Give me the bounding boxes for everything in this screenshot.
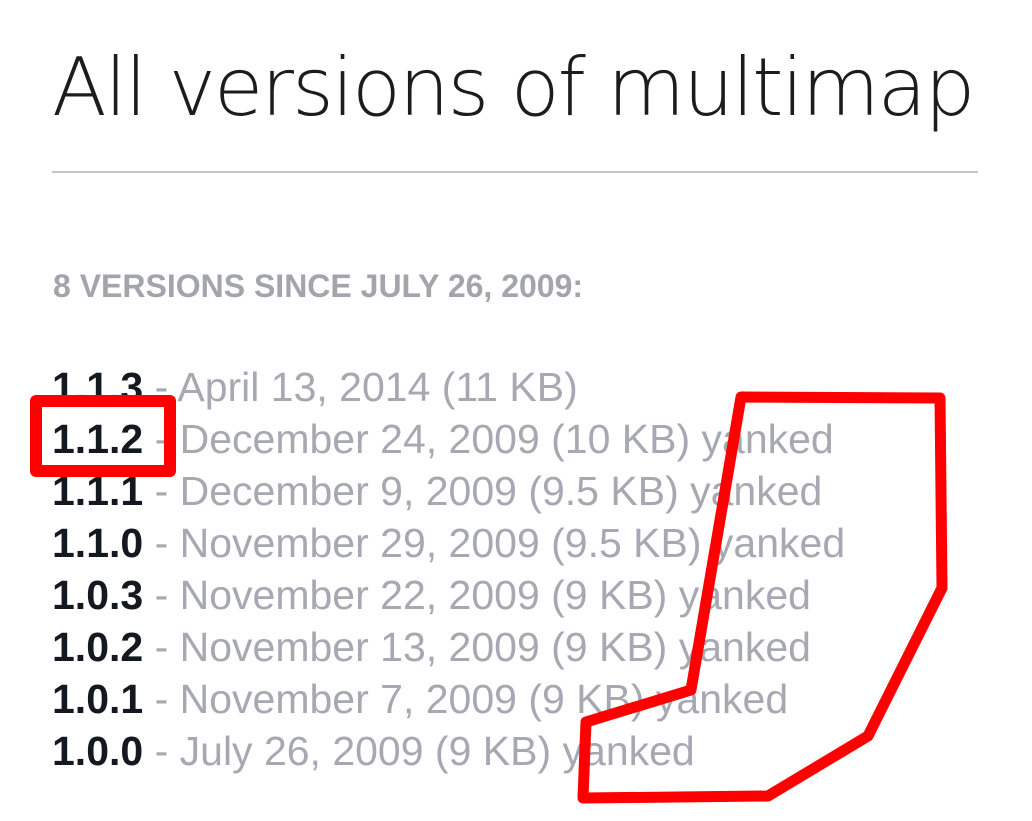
version-meta-1-1-1: - December 9, 2009 (9.5 KB) yanked — [143, 468, 823, 514]
version-row-1-1-2: 1.1.2 - December 24, 2009 (10 KB) yanked — [52, 413, 845, 465]
version-link-1-0-1[interactable]: 1.0.1 — [52, 676, 144, 722]
version-list: 1.1.3 - April 13, 2014 (11 KB) 1.1.2 - D… — [52, 361, 845, 777]
version-meta-1-0-0: - July 26, 2009 (9 KB) yanked — [143, 728, 695, 774]
version-row-1-1-3: 1.1.3 - April 13, 2014 (11 KB) — [52, 361, 845, 413]
version-link-1-0-0[interactable]: 1.0.0 — [52, 728, 144, 774]
version-row-1-0-3: 1.0.3 - November 22, 2009 (9 KB) yanked — [52, 569, 845, 621]
version-link-1-1-0[interactable]: 1.1.0 — [52, 520, 144, 566]
version-meta-1-1-2: - December 24, 2009 (10 KB) yanked — [143, 416, 834, 462]
versions-summary-heading: 8 VERSIONS SINCE JULY 26, 2009: — [53, 268, 584, 304]
version-meta-1-1-0: - November 29, 2009 (9.5 KB) yanked — [143, 520, 846, 566]
version-link-1-0-3[interactable]: 1.0.3 — [52, 572, 144, 618]
version-link-1-0-2[interactable]: 1.0.2 — [52, 624, 144, 670]
version-meta-1-1-3: - April 13, 2014 (11 KB) — [143, 364, 578, 410]
page-title: All versions of multimap — [52, 41, 975, 134]
version-row-1-1-0: 1.1.0 - November 29, 2009 (9.5 KB) yanke… — [52, 517, 845, 569]
version-row-1-0-0: 1.0.0 - July 26, 2009 (9 KB) yanked — [52, 725, 845, 777]
title-divider — [52, 171, 978, 173]
version-link-1-1-1[interactable]: 1.1.1 — [52, 468, 144, 514]
version-row-1-0-1: 1.0.1 - November 7, 2009 (9 KB) yanked — [52, 673, 845, 725]
version-link-1-1-2[interactable]: 1.1.2 — [52, 416, 144, 462]
version-link-1-1-3[interactable]: 1.1.3 — [52, 364, 144, 410]
version-row-1-1-1: 1.1.1 - December 9, 2009 (9.5 KB) yanked — [52, 465, 845, 517]
version-meta-1-0-3: - November 22, 2009 (9 KB) yanked — [143, 572, 811, 618]
version-row-1-0-2: 1.0.2 - November 13, 2009 (9 KB) yanked — [52, 621, 845, 673]
version-meta-1-0-2: - November 13, 2009 (9 KB) yanked — [143, 624, 811, 670]
version-meta-1-0-1: - November 7, 2009 (9 KB) yanked — [143, 676, 789, 722]
